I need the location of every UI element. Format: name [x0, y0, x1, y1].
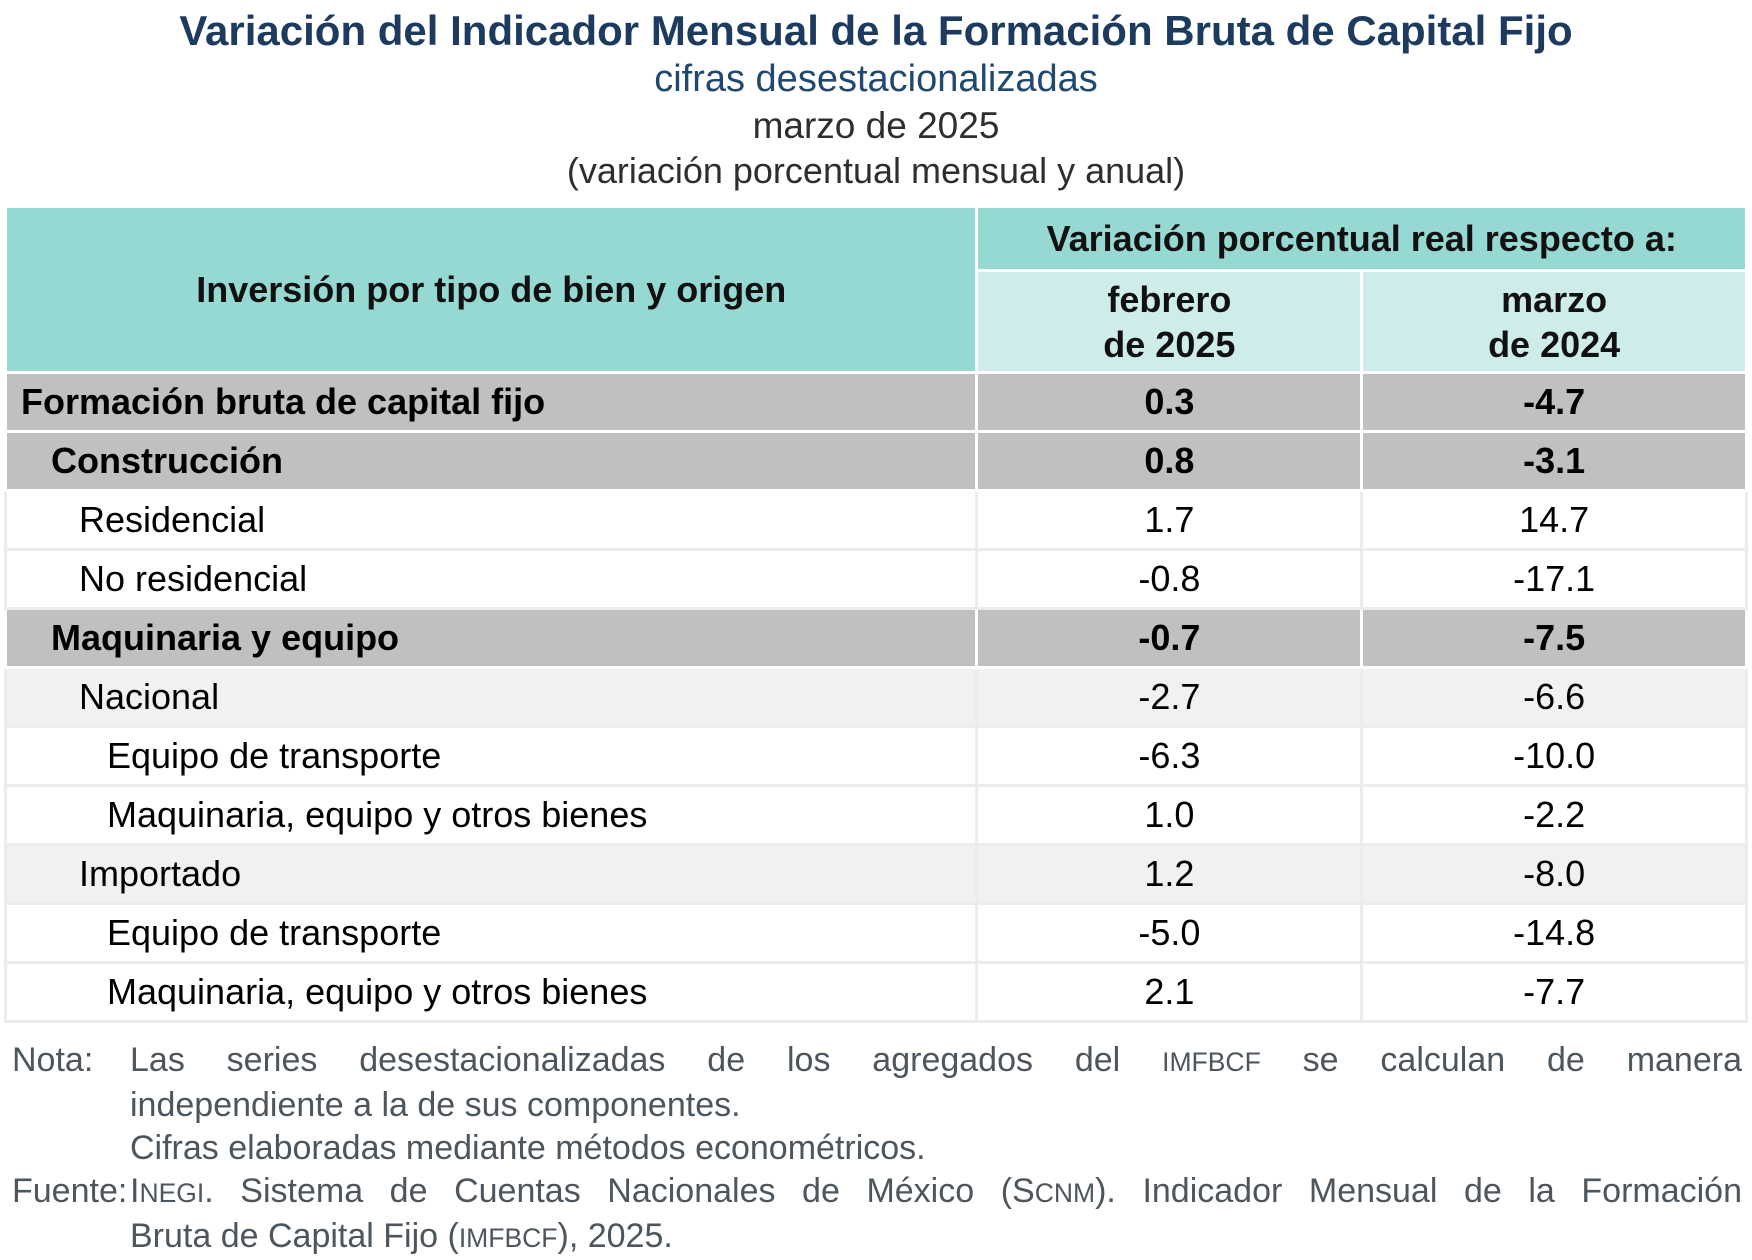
row-label: No residencial — [3, 548, 979, 610]
value-febrero-2025: 2.1 — [975, 961, 1364, 1023]
col-header-line: de 2024 — [1488, 323, 1621, 365]
value-febrero-2025: 1.2 — [975, 843, 1364, 905]
row-label: Equipo de transporte — [3, 725, 979, 787]
note-row: Nota: Las series desestacionalizadas de l… — [12, 1039, 1742, 1170]
note-segment: I — [130, 1172, 140, 1210]
note-label: Fuente: — [12, 1172, 128, 1210]
page-title: Variación del Indicador Mensual de la Fo… — [179, 7, 1573, 54]
period-label: marzo de 2025 — [752, 105, 1000, 146]
table-row: Construcción 0.8 -3.1 — [3, 430, 1748, 492]
col-header-marzo-2024: marzo de 2024 — [1360, 269, 1748, 374]
value-marzo-2024: -17.1 — [1360, 548, 1748, 610]
table-row: Nacional -2.7 -6.6 — [3, 666, 1748, 728]
table-row: Formación bruta de capital fijo 0.3 -4.7 — [3, 371, 1748, 433]
note-line: Bruta de Capital Fijo (IMFBCF), 2025. — [130, 1215, 1742, 1260]
acronym-small-caps: NEGI — [139, 1178, 205, 1208]
value-marzo-2024: -6.6 — [1360, 666, 1748, 728]
col-header-line: de 2025 — [1103, 323, 1236, 365]
table-row: Maquinaria y equipo -0.7 -7.5 — [3, 607, 1748, 669]
table-row: Importado 1.2 -8.0 — [3, 843, 1748, 905]
row-label: Nacional — [3, 666, 979, 728]
col-header-febrero-2025: febrero de 2025 — [975, 269, 1364, 374]
value-febrero-2025: 1.7 — [975, 489, 1364, 551]
row-label: Residencial — [3, 489, 979, 551]
measure-label: (variación porcentual mensual y anual) — [566, 150, 1186, 191]
value-febrero-2025: -5.0 — [975, 902, 1364, 964]
table-row: Equipo de transporte -6.3 -10.0 — [3, 725, 1748, 787]
note-text: Las series desestacionalizadas de los ag… — [130, 1039, 1742, 1170]
note-row: Fuente: INEGI. Sistema de Cuentas Naciona… — [12, 1170, 1742, 1260]
page-subtitle: cifras desestacionalizadas — [654, 58, 1098, 100]
col-header-line: marzo — [1501, 278, 1608, 320]
row-label: Construcción — [3, 430, 979, 492]
note-segment: ), 2025. — [557, 1217, 673, 1255]
table-row: Maquinaria, equipo y otros bienes 1.0 -2.2 — [3, 784, 1748, 846]
value-marzo-2024: -8.0 — [1360, 843, 1748, 905]
data-table: Inversión por tipo de bien y origen Vari… — [3, 205, 1748, 1023]
value-febrero-2025: -0.8 — [975, 548, 1364, 610]
row-label: Importado — [3, 843, 979, 905]
value-marzo-2024: -2.2 — [1360, 784, 1748, 846]
row-label: Maquinaria y equipo — [3, 607, 979, 669]
acronym-small-caps: IMFBCF — [1162, 1047, 1261, 1077]
table-row: Equipo de transporte -5.0 -14.8 — [3, 902, 1748, 964]
note-segment: se calculan de manera — [1260, 1041, 1742, 1079]
note-segment: ). Indicador Mensual de la Formación — [1095, 1172, 1742, 1210]
table-row: Maquinaria, equipo y otros bienes 2.1 -7.7 — [3, 961, 1748, 1023]
value-febrero-2025: 1.0 — [975, 784, 1364, 846]
row-label: Maquinaria, equipo y otros bienes — [3, 784, 979, 846]
value-marzo-2024: -10.0 — [1360, 725, 1748, 787]
table-row: Residencial 1.7 14.7 — [3, 489, 1748, 551]
table-row: No residencial -0.8 -17.1 — [3, 548, 1748, 610]
note-label: Nota: — [12, 1041, 94, 1079]
row-dimension-header: Inversión por tipo de bien y origen — [3, 205, 979, 374]
row-label: Maquinaria, equipo y otros bienes — [3, 961, 979, 1023]
acronym-small-caps: IMFBCF — [458, 1223, 558, 1253]
value-febrero-2025: 0.8 — [975, 430, 1364, 492]
note-segment: Bruta de Capital Fijo ( — [130, 1217, 459, 1255]
table-body: Formación bruta de capital fijo 0.3 -4.7 Co… — [3, 371, 1748, 1023]
value-febrero-2025: -6.3 — [975, 725, 1364, 787]
note-segment: Las series desestacionalizadas de los ag… — [130, 1041, 1163, 1079]
note-segment: independiente a la de sus componentes. — [130, 1086, 741, 1124]
value-marzo-2024: -7.7 — [1360, 961, 1748, 1023]
note-line: independiente a la de sus componentes. — [130, 1084, 1742, 1127]
value-marzo-2024: -3.1 — [1360, 430, 1748, 492]
value-febrero-2025: 0.3 — [975, 371, 1364, 433]
note-segment: Cifras elaboradas mediante métodos econo… — [130, 1129, 926, 1167]
note-line: Cifras elaboradas mediante métodos econo… — [130, 1127, 1742, 1170]
comparison-group-header: Variación porcentual real respecto a: — [975, 205, 1748, 272]
value-febrero-2025: -0.7 — [975, 607, 1364, 669]
note-line: Las series desestacionalizadas de los ag… — [130, 1039, 1742, 1084]
note-segment: . Sistema de Cuentas Nacionales de Méxic… — [204, 1172, 1035, 1210]
col-header-line: febrero — [1107, 278, 1232, 320]
note-text: INEGI. Sistema de Cuentas Nacionales de … — [130, 1170, 1742, 1260]
row-label: Formación bruta de capital fijo — [3, 371, 979, 433]
value-marzo-2024: -7.5 — [1360, 607, 1748, 669]
value-marzo-2024: -14.8 — [1360, 902, 1748, 964]
notes-section: Nota: Las series desestacionalizadas de l… — [12, 1039, 1742, 1260]
value-marzo-2024: 14.7 — [1360, 489, 1748, 551]
value-marzo-2024: -4.7 — [1360, 371, 1748, 433]
report-header: Variación del Indicador Mensual de la Fo… — [0, 0, 1752, 193]
note-line: INEGI. Sistema de Cuentas Nacionales de … — [130, 1170, 1742, 1215]
value-febrero-2025: -2.7 — [975, 666, 1364, 728]
row-label: Equipo de transporte — [3, 902, 979, 964]
acronym-small-caps: CNM — [1034, 1178, 1096, 1208]
